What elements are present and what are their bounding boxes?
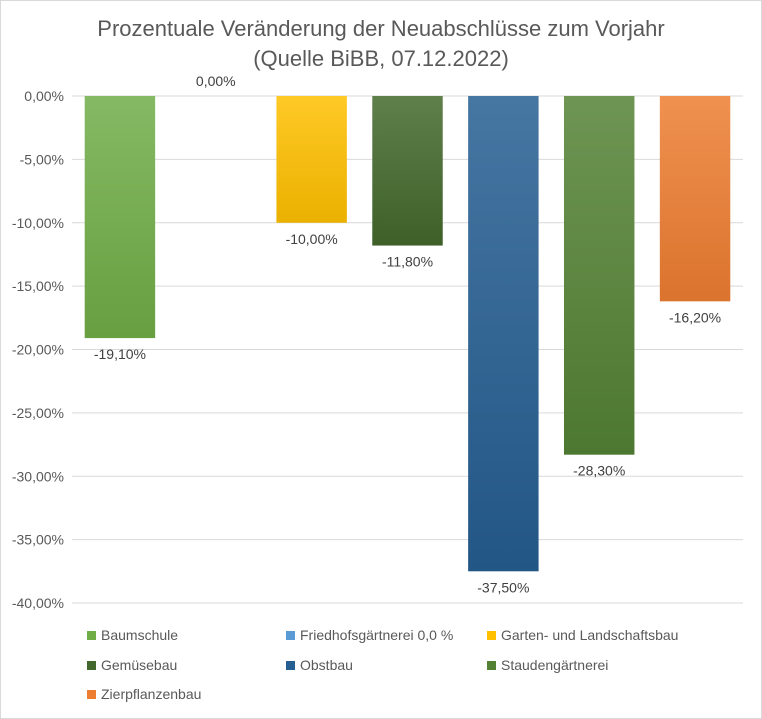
data-label: 0,00% [196,73,236,89]
y-tick-label: -40,00% [12,595,64,611]
legend-label: Garten- und Landschaftsbau [501,627,678,643]
legend-label: Staudengärtnerei [501,657,608,673]
chart-title-line-1: Prozentuale Veränderung der Neuabschlüss… [97,16,665,41]
bar [659,96,731,302]
chart-title: Prozentuale Veränderung der Neuabschlüss… [0,14,762,74]
chart-title-line-2: (Quelle BiBB, 07.12.2022) [253,46,509,71]
data-label: -10,00% [286,231,338,247]
bar [276,96,347,223]
legend-swatch [286,661,295,670]
y-tick-label: 0,00% [24,88,64,104]
data-label: -19,10% [94,346,146,362]
data-label: -11,80% [382,254,433,270]
bar [84,96,156,339]
legend-swatch [87,631,96,640]
y-tick-label: -10,00% [12,215,64,231]
data-labels: -19,10% 0,00% -10,00% -11,80% -37,50% -28,30%… [94,73,721,595]
legend-label: Gemüsebau [101,657,177,673]
legend-label: Baumschule [101,627,178,643]
y-tick-label: -30,00% [12,468,64,484]
data-label: -37,50% [477,579,529,595]
legend-swatch [87,661,96,670]
y-tick-label: -25,00% [12,405,64,421]
y-tick-label: -5,00% [20,151,64,167]
legend-label: Obstbau [300,657,353,673]
legend-swatch [487,631,496,640]
data-label: -28,30% [573,463,625,479]
bar [372,96,443,246]
y-tick-label: -20,00% [12,342,64,358]
y-tick-label: -35,00% [12,532,64,548]
legend-swatch [487,661,496,670]
legend-swatch [87,690,96,699]
data-label: -16,20% [669,309,721,325]
bars [84,96,731,572]
y-axis-tick-labels: 0,00% -5,00% -10,00% -15,00% -20,00% -25,00% -… [12,88,64,611]
legend: Baumschule Friedhofsgärtnerei 0,0 % Garten… [87,627,678,702]
y-tick-label: -15,00% [12,278,64,294]
legend-label: Friedhofsgärtnerei 0,0 % [300,627,453,643]
bar [468,96,539,572]
legend-label: Zierpflanzenbau [101,686,201,702]
bar [563,96,635,455]
legend-swatch [286,631,295,640]
